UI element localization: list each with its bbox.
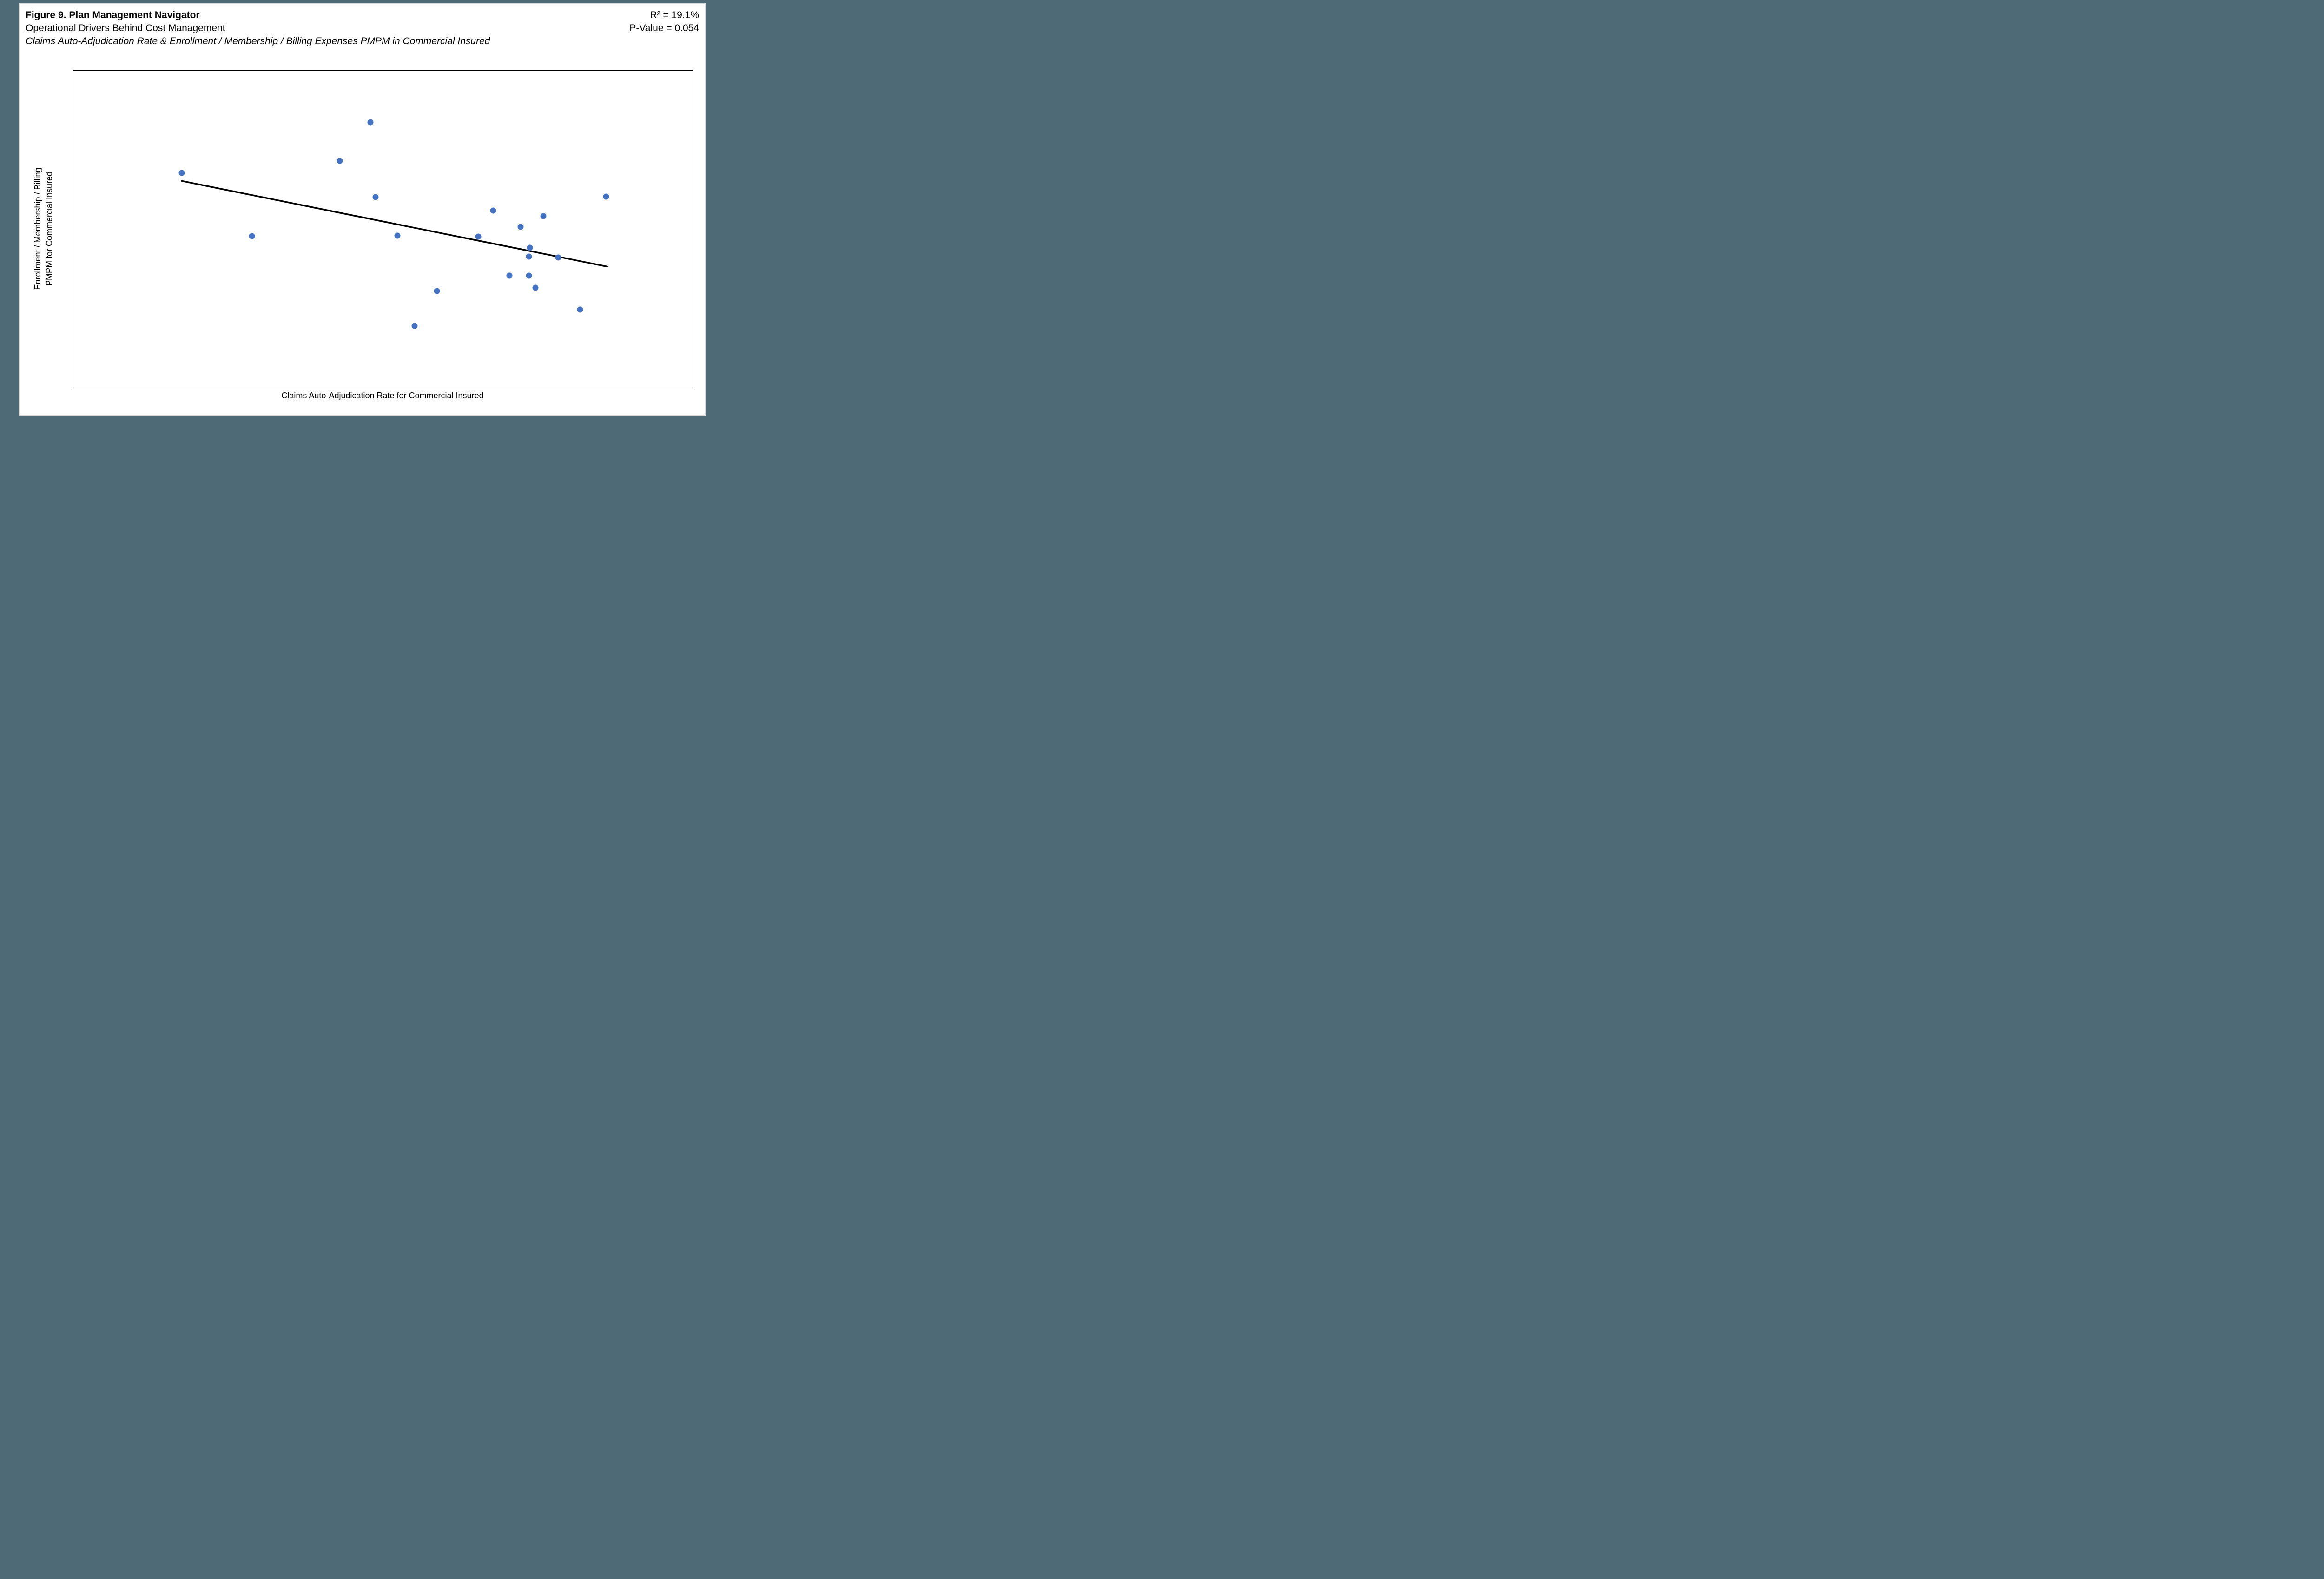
scatter-point [603, 193, 609, 200]
scatter-point [577, 306, 583, 313]
plot-area [73, 70, 693, 388]
trend-line-layer [73, 71, 693, 388]
y-axis-label-line2: PMPM for Commercial Insured [45, 171, 54, 286]
scatter-point [475, 233, 482, 240]
scatter-point [517, 224, 524, 230]
scatter-point [526, 253, 532, 260]
scatter-point [411, 323, 418, 329]
page-background: Figure 9. Plan Management Navigator Oper… [0, 0, 729, 423]
scatter-point [506, 272, 513, 279]
scatter-point [526, 272, 532, 279]
scatter-point [372, 194, 379, 200]
x-axis-label: Claims Auto-Adjudication Rate for Commer… [281, 391, 484, 400]
p-value: P-Value = 0.054 [629, 23, 699, 33]
trend-line [182, 181, 607, 266]
scatter-point [249, 233, 255, 239]
chart-card: Figure 9. Plan Management Navigator Oper… [19, 3, 706, 416]
scatter-point [434, 288, 440, 294]
stats-block: R² = 19.1% P-Value = 0.054 [629, 9, 699, 35]
scatter-point [337, 158, 343, 164]
title-block: Figure 9. Plan Management Navigator Oper… [26, 9, 490, 48]
scatter-point [394, 232, 401, 239]
y-axis-label-line1: Enrollment / Membership / Billing [33, 167, 42, 290]
figure-caption: Claims Auto-Adjudication Rate & Enrollme… [26, 36, 490, 46]
chart-header: Figure 9. Plan Management Navigator Oper… [26, 9, 699, 48]
scatter-point [540, 213, 547, 219]
figure-title: Figure 9. Plan Management Navigator [26, 10, 200, 20]
scatter-point [178, 170, 185, 176]
r-squared-value: R² = 19.1% [650, 10, 699, 20]
scatter-point [555, 254, 561, 261]
figure-subtitle: Operational Drivers Behind Cost Manageme… [26, 23, 225, 33]
scatter-point [367, 119, 374, 126]
scatter-point [527, 244, 533, 251]
scatter-point [490, 207, 496, 214]
scatter-point [532, 284, 539, 291]
y-axis-label: Enrollment / Membership / Billing PMPM f… [32, 167, 55, 290]
